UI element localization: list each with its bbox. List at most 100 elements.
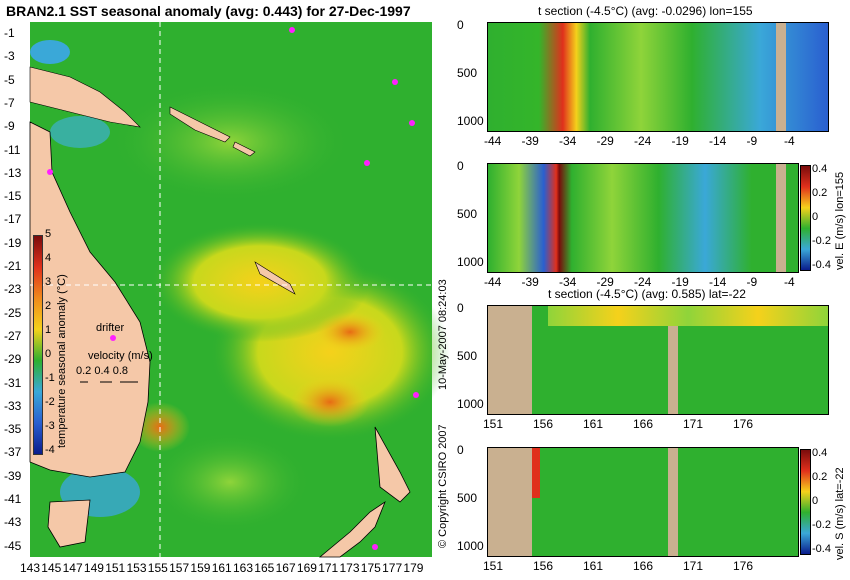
date-stamp: 10-May-2007 08:24:03: [437, 279, 449, 390]
panel1-temp-section-lon155: [487, 22, 829, 132]
panel-x-tick-label: -14: [709, 134, 727, 148]
panel-y-tick-label: 1000: [457, 539, 484, 553]
map-lon-tick-label: 167: [275, 561, 296, 575]
map-lat-tick-label: -1: [4, 26, 15, 40]
panel2-vel-east-lon155: [487, 163, 799, 273]
panel-x-tick-label: -44: [484, 275, 502, 289]
panel-x-tick-label: -44: [484, 134, 502, 148]
panel-colorbar-tick-label: 0.4: [812, 447, 828, 459]
map-lat-tick-label: -17: [4, 212, 22, 227]
map-lon-tick-label: 165: [254, 561, 275, 575]
map-lon-tick-label: 155: [147, 561, 168, 575]
main-colorbar-tick-label: -4: [45, 444, 55, 456]
drifter-marker-icon: [110, 335, 116, 341]
main-colorbar-tick-label: 5: [45, 228, 52, 240]
map-lat-tick-label: -43: [4, 515, 22, 530]
panel-x-tick-label: 171: [683, 559, 704, 573]
map-lon-tick-label: 149: [83, 561, 104, 575]
panel-y-tick-label: 500: [457, 349, 478, 363]
map-lon-tick-label: 159: [190, 561, 211, 575]
panel-x-tick-label: 151: [483, 417, 504, 431]
main-colorbar-tick-label: 2: [45, 300, 52, 312]
panel-x-tick-label: -24: [634, 134, 652, 148]
panel-y-tick-label: 0: [457, 18, 464, 32]
panel-x-tick-label: -4: [784, 275, 795, 289]
main-colorbar-tick-label: -2: [45, 396, 55, 408]
main-colorbar-tick-label: 3: [45, 276, 52, 288]
map-lon-tick-label: 143: [20, 561, 41, 575]
panel-x-tick-label: 176: [733, 559, 754, 573]
main-colorbar-tick-label: 0: [45, 348, 52, 360]
panel-x-tick-label: 156: [533, 559, 554, 573]
map-lon-tick-label: 145: [41, 561, 62, 575]
sst-anomaly-map: [29, 22, 450, 558]
panel-x-tick-label: 156: [533, 417, 554, 431]
main-colorbar-tick-label: 1: [45, 324, 52, 336]
map-lat-tick-label: -27: [4, 328, 22, 343]
panel-x-tick-label: 166: [633, 559, 654, 573]
map-lat-tick-label: -33: [4, 398, 22, 413]
map-lon-tick-label: 177: [382, 561, 403, 575]
panel-colorbar-tick-label: -0.4: [812, 543, 831, 555]
panel-x-tick-label: -9: [746, 134, 758, 148]
panel-colorbar-tick-label: 0.2: [812, 471, 828, 483]
map-lat-tick-label: -7: [4, 95, 15, 110]
map-lon-tick-label: 151: [105, 561, 126, 575]
panel2-colorbar: [800, 165, 811, 271]
panel-y-tick-label: 500: [457, 66, 478, 80]
panel-colorbar-tick-label: 0: [812, 495, 819, 507]
map-lat-tick-label: -21: [4, 259, 22, 273]
map-lon-tick-label: 175: [360, 561, 381, 575]
map-lat-tick-label: -9: [4, 119, 15, 134]
panel-x-tick-label: -29: [596, 134, 614, 148]
map-lon-tick-label: 147: [62, 561, 83, 575]
panel-colorbar-tick-label: 0: [812, 211, 819, 223]
panel-x-tick-label: -34: [559, 134, 577, 148]
panel-x-tick-label: 151: [483, 559, 504, 573]
map-lat-tick-label: -39: [4, 468, 22, 483]
panel-colorbar-tick-label: 0.2: [812, 187, 828, 199]
map-lat-tick-label: -11: [4, 142, 21, 157]
main-colorbar-tick-label: 4: [45, 252, 52, 264]
panel4-vel-south-lat-22: [487, 447, 799, 557]
velocity-legend-label: velocity (m/s): [88, 350, 153, 362]
panel-colorbar-tick-label: -0.2: [812, 519, 831, 531]
map-lat-tick-label: -41: [4, 492, 22, 506]
map-lat-tick-label: -31: [4, 375, 22, 390]
panel4-colorbar-label: vel. S (m/s) lat=-22: [834, 467, 846, 560]
map-lat-tick-label: -15: [4, 189, 22, 204]
map-lat-tick-label: -3: [4, 49, 15, 64]
main-colorbar-tick-label: -1: [45, 372, 55, 384]
velocity-legend-values: 0.2 0.4 0.8: [76, 365, 128, 377]
panel-y-tick-label: 1000: [457, 397, 484, 411]
map-lon-tick-label: 179: [403, 561, 424, 575]
panel-x-tick-label: -39: [521, 134, 539, 148]
panel-colorbar-tick-label: -0.2: [812, 235, 831, 247]
map-lat-tick-label: -29: [4, 352, 22, 367]
panel-x-tick-label: -34: [559, 275, 577, 289]
panel-x-tick-label: 161: [583, 559, 604, 573]
main-title: BRAN2.1 SST seasonal anomaly (avg: 0.443…: [6, 3, 411, 19]
panel-y-tick-label: 500: [457, 491, 478, 505]
panel3-temp-section-lat-22: [487, 305, 829, 415]
main-colorbar-label: temperature seasonal anomaly (°C): [56, 274, 68, 448]
main-colorbar-tick-label: -3: [45, 420, 55, 432]
map-lat-tick-label: -45: [4, 538, 22, 553]
panel-y-tick-label: 0: [457, 301, 464, 315]
velocity-arrows-icon: [80, 381, 138, 383]
panel-x-tick-label: -19: [671, 275, 689, 289]
panel-colorbar-tick-label: 0.4: [812, 163, 828, 175]
map-lon-tick-label: 171: [318, 561, 339, 575]
panel-x-tick-label: -19: [671, 134, 689, 148]
map-lat-tick-label: -23: [4, 282, 22, 297]
panel1-title: t section (-4.5°C) (avg: -0.0296) lon=15…: [538, 4, 753, 18]
map-lat-tick-label: -5: [4, 72, 15, 87]
panel-colorbar-tick-label: -0.4: [812, 259, 831, 271]
map-lat-tick-label: -35: [4, 422, 22, 437]
drifter-legend-label: drifter: [96, 322, 125, 334]
panel-x-tick-label: -14: [709, 275, 727, 289]
panel-x-tick-label: 161: [583, 417, 604, 431]
panel-x-tick-label: 176: [733, 417, 754, 431]
panel-x-tick-label: -39: [521, 275, 539, 289]
map-lat-tick-label: -37: [4, 445, 22, 460]
